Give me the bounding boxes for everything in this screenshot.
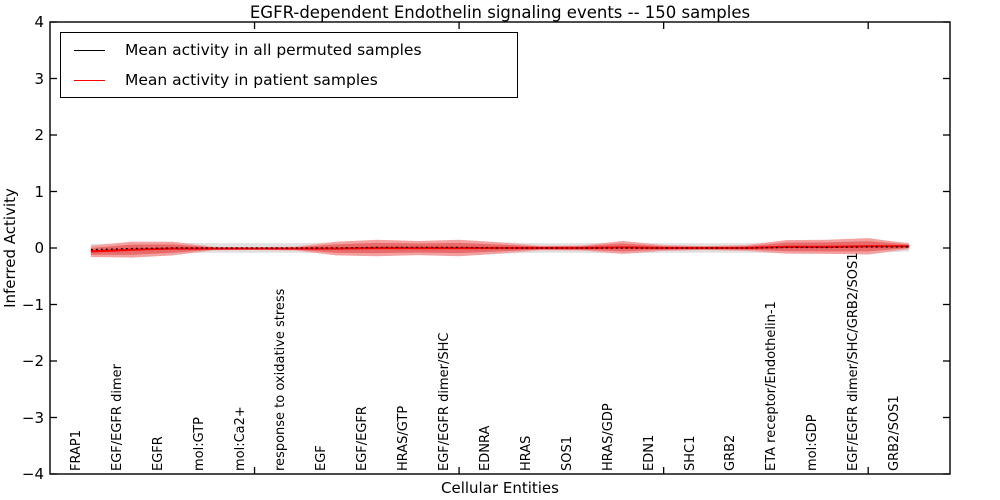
x-tick-label: EGFR [150,436,166,471]
x-tick-label: response to oxidative stress [273,288,289,471]
legend-item-patient: Mean activity in patient samples [61,67,517,93]
x-tick-label: ETA receptor/Endothelin-1 [764,301,780,471]
x-tick-label: EGF/EGFR dimer/SHC/GRB2/SOS1 [846,252,862,472]
x-tick-label: GRB2/SOS1 [887,395,903,471]
x-tick-label: EGF/EGFR dimer/SHC [437,332,453,471]
x-tick-label: EGF/EGFR [355,406,371,471]
y-tick-label: −4 [21,465,44,483]
x-tick-label: mol:GDP [805,414,821,471]
x-tick-label: EGF [314,445,330,471]
x-tick-label: GRB2 [723,434,739,471]
x-tick-label: mol:GTP [191,417,207,471]
legend-item-permuted: Mean activity in all permuted samples [61,37,517,63]
legend-label: Mean activity in all permuted samples [125,41,422,59]
y-tick-label: −1 [21,295,44,314]
x-tick-label: HRAS/GTP [396,405,412,471]
y-tick-label: 1 [34,182,44,201]
x-tick-label: EDNRA [478,425,493,471]
x-axis-label: Cellular Entities [441,479,559,497]
legend-box: Mean activity in all permuted samples Me… [60,32,518,98]
x-tick-label: SHC1 [682,435,698,471]
x-tick-label: SOS1 [559,435,575,471]
y-tick-label: −2 [21,352,44,370]
y-tick-label: 3 [34,69,44,88]
chart-title: EGFR-dependent Endothelin signaling even… [249,3,751,22]
legend-label: Mean activity in patient samples [125,71,378,89]
y-tick-label: −3 [21,408,44,427]
x-tick-label: mol:Ca2+ [232,406,248,471]
y-tick-label: 0 [34,239,44,257]
x-tick-label: FRAP1 [68,430,84,471]
x-tick-label: HRAS/GDP [600,403,616,471]
permuted-mean-line-icon [74,49,105,51]
y-tick-label: 4 [34,13,44,31]
x-tick-label: EGF/EGFR dimer [109,364,125,471]
permuted-mean-line [90,246,910,251]
patient-mean-line-icon [74,79,105,81]
x-tick-label: EDN1 [641,434,657,471]
x-tick-label: HRAS [518,435,534,471]
y-tick-label: 2 [34,126,44,144]
